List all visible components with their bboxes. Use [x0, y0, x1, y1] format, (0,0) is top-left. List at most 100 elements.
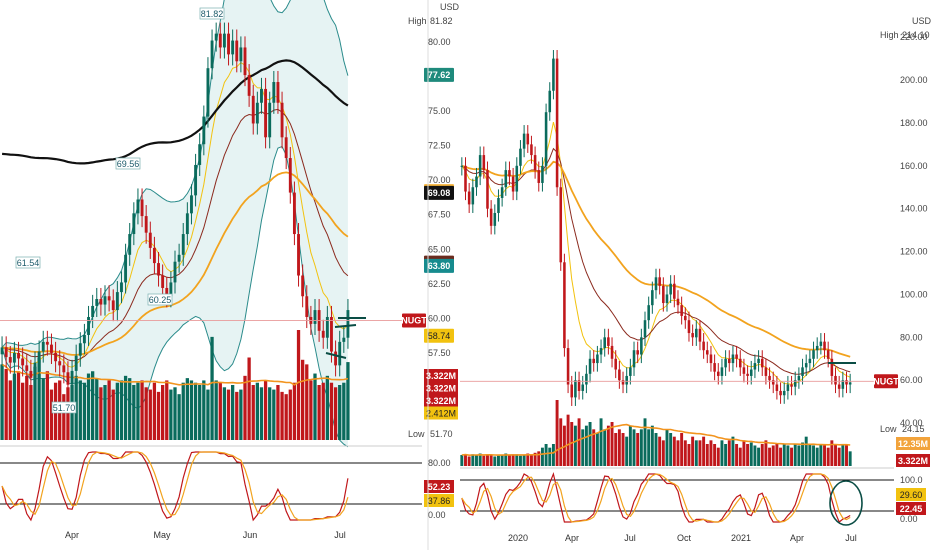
- candle-body: [603, 337, 606, 349]
- volume-bar: [548, 447, 552, 466]
- candle-body: [658, 277, 661, 286]
- stoch-axis-label: 0.00: [900, 514, 918, 524]
- volume-bar: [793, 444, 797, 466]
- candle-body: [790, 384, 793, 387]
- volume-tag-box: [424, 406, 458, 420]
- candle-body: [136, 199, 140, 214]
- volume-bar: [500, 455, 504, 466]
- volume-bar: [680, 433, 684, 466]
- price-tag-text: 69.08: [428, 188, 451, 198]
- volume-bar: [193, 382, 198, 440]
- volume-tag-text: 12.35M: [898, 439, 928, 449]
- volume-bar: [29, 385, 33, 440]
- volume-bar: [738, 447, 742, 466]
- price-tag-text: 77.62: [428, 70, 451, 80]
- candle-body: [218, 33, 222, 48]
- volume-bar: [716, 447, 720, 466]
- volume-bar: [746, 444, 750, 466]
- volume-bar: [801, 442, 805, 466]
- volume-bar: [812, 445, 815, 466]
- volume-bar: [731, 436, 735, 466]
- price-axis-label: 65.00: [428, 244, 451, 254]
- candle-body: [559, 187, 563, 263]
- volume-bar: [529, 454, 533, 466]
- high-value: 214.10: [902, 30, 930, 40]
- volume-bar: [464, 454, 467, 466]
- volume-bar: [231, 385, 235, 440]
- volume-bar: [779, 447, 783, 466]
- volume-bar: [12, 373, 17, 440]
- volume-bar: [140, 380, 144, 440]
- volume-bar: [507, 455, 511, 466]
- volume-bar: [128, 378, 132, 440]
- volume-bar: [4, 368, 8, 440]
- annotation-label: 51.70: [53, 403, 76, 413]
- x-axis-label: 2021: [731, 533, 751, 543]
- high-label: High: [408, 16, 427, 26]
- candle-body: [482, 155, 486, 171]
- price-tag-box: [874, 374, 898, 389]
- candle-body: [334, 351, 338, 366]
- candle-body: [231, 40, 235, 55]
- volume-bar: [672, 436, 676, 466]
- candle-body: [169, 282, 173, 297]
- candle-body: [33, 362, 37, 378]
- candle-body: [592, 358, 596, 364]
- volume-bar: [599, 418, 603, 466]
- price-tag-text: NUGT: [873, 376, 899, 386]
- price-axis-label: 160.00: [900, 161, 928, 171]
- support-drawing-line: [334, 324, 357, 328]
- volume-bar: [581, 429, 585, 466]
- candle-body: [662, 285, 665, 304]
- candle-body: [544, 112, 548, 166]
- volume-bar: [665, 429, 669, 466]
- candle-body: [841, 380, 845, 389]
- candle-body: [760, 358, 764, 368]
- candle-body: [288, 158, 292, 193]
- candle-body: [720, 367, 724, 376]
- volume-bar: [189, 380, 194, 440]
- volume-bar: [826, 447, 830, 466]
- candle-body: [779, 390, 782, 396]
- x-axis-label: Jul: [845, 533, 857, 543]
- candle-body: [845, 380, 848, 385]
- volume-bar: [123, 375, 128, 440]
- price-tag-text: 63.80: [428, 261, 451, 271]
- volume-bar: [753, 445, 757, 466]
- chart-panel-2: 220.00 200.00 180.00 160.00 140.00 120.00 100.…: [460, 16, 932, 543]
- volume-bar: [848, 451, 852, 466]
- volume-bar: [152, 382, 157, 440]
- candle-body: [198, 144, 202, 165]
- candle-body: [746, 373, 749, 376]
- volume-bar: [0, 364, 4, 440]
- candle-body: [181, 234, 185, 255]
- volume-bar: [493, 456, 497, 466]
- volume-bar: [504, 453, 508, 466]
- volume-bar: [790, 447, 794, 466]
- candle-body: [74, 355, 78, 371]
- volume-bar: [251, 385, 255, 440]
- volume-bar: [309, 380, 313, 440]
- candle-body: [111, 300, 115, 311]
- candle-body: [58, 361, 62, 366]
- candle-body: [702, 341, 705, 351]
- candle-body: [610, 345, 614, 359]
- volume-bar: [775, 444, 779, 466]
- volume-bar: [317, 385, 321, 440]
- volume-bar: [617, 429, 621, 466]
- annotation-label: 61.54: [17, 258, 40, 268]
- stoch-axis-label: 80.00: [428, 458, 451, 468]
- volume-bar: [845, 444, 848, 466]
- candle-body: [727, 358, 731, 364]
- candle-body: [115, 292, 119, 311]
- candle-body: [99, 299, 103, 305]
- candle-body: [268, 102, 272, 138]
- price-tag-box: [424, 258, 454, 273]
- candle-body: [301, 275, 305, 297]
- candle-body: [45, 341, 49, 345]
- volume-bar: [206, 389, 210, 440]
- candle-body: [647, 305, 650, 321]
- candle-body: [522, 133, 526, 149]
- price-axis-label: 80.00: [428, 37, 451, 47]
